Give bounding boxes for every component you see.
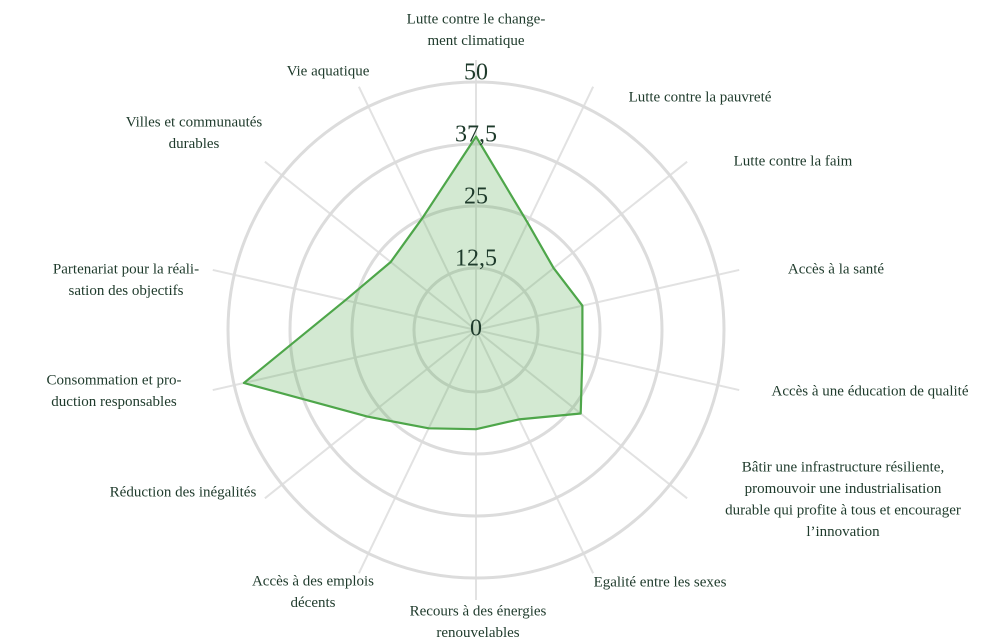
r-tick-label: 25 xyxy=(464,184,488,210)
category-label: Egalité entre les sexes xyxy=(594,574,727,590)
grid-ring xyxy=(412,266,540,394)
spoke xyxy=(475,86,595,331)
category-label: ment climatique xyxy=(427,33,524,49)
r-tick-label: 37,5 xyxy=(455,122,497,148)
category-label: Vie aquatique xyxy=(287,63,370,79)
category-label: Partenariat pour la réali- xyxy=(53,261,199,277)
category-label: sation des objectifs xyxy=(69,283,184,299)
data-area xyxy=(242,135,584,431)
category-label: Recours à des énergies xyxy=(410,603,547,619)
category-label: Accès à une éducation de qualité xyxy=(772,383,969,399)
category-label: promouvoir une industrialisation xyxy=(745,481,942,497)
category-label: Réduction des inégalités xyxy=(110,484,257,500)
category-label: l’innovation xyxy=(806,524,880,540)
r-tick-label: 12,5 xyxy=(455,246,497,272)
category-label: Villes et communautés xyxy=(126,114,263,130)
category-label: duction responsables xyxy=(51,394,177,410)
category-label: Accès à des emplois xyxy=(252,573,374,589)
category-label: Bâtir une infrastructure résiliente, xyxy=(742,459,944,475)
spoke xyxy=(357,329,477,574)
spoke xyxy=(475,160,688,331)
spoke xyxy=(212,329,477,392)
spoke xyxy=(475,268,740,331)
r-tick-label: 0 xyxy=(470,316,482,342)
spoke xyxy=(357,86,477,331)
r-tick-label: 50 xyxy=(464,60,488,86)
spoke xyxy=(475,329,595,574)
grid-ring xyxy=(226,80,726,580)
category-label: décents xyxy=(291,595,336,611)
category-label: Lutte contre la pauvreté xyxy=(629,89,772,105)
category-label: renouvelables xyxy=(436,625,519,641)
spoke xyxy=(264,160,477,331)
category-label: Lutte contre la faim xyxy=(734,153,853,169)
spoke xyxy=(264,329,477,500)
spoke xyxy=(475,329,740,392)
grid-ring xyxy=(288,142,664,518)
category-label: durable qui profite à tous et encourager xyxy=(725,502,961,518)
category-label: durables xyxy=(169,136,220,152)
category-label: Consommation et pro- xyxy=(47,372,182,388)
category-label: Accès à la santé xyxy=(788,261,885,277)
grid-ring xyxy=(350,204,602,456)
category-label: Lutte contre le change- xyxy=(407,11,546,27)
